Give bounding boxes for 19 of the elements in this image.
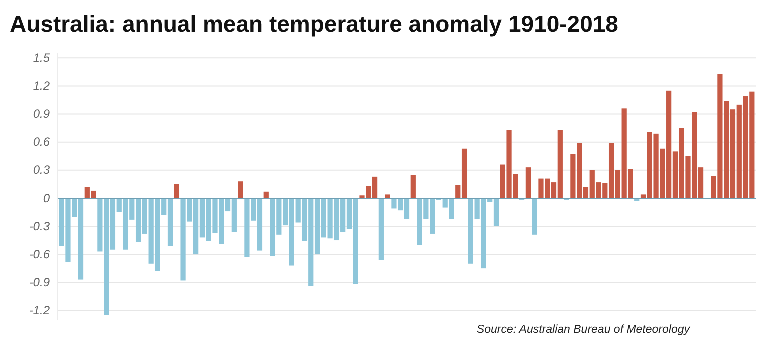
y-tick-label: 1.2	[33, 79, 50, 94]
bar	[378, 198, 384, 260]
y-tick-label: 0.6	[33, 135, 50, 150]
bar	[264, 192, 269, 198]
y-tick-label: 0.9	[33, 107, 50, 122]
bar	[238, 182, 244, 198]
y-tick-label: 0.3	[33, 163, 50, 178]
bar	[532, 198, 538, 235]
source-note: Source: Australian Bureau of Meteorology	[476, 324, 692, 336]
bar	[526, 168, 532, 198]
bar	[174, 184, 180, 198]
y-tick-label: -0.3	[29, 219, 50, 234]
y-tick-label: -0.6	[29, 247, 50, 262]
y-tick-label: -0.9	[29, 275, 50, 290]
y-tick-label: 0	[43, 191, 50, 206]
bar	[410, 175, 416, 198]
chart-title: Australia: annual mean temperature anomaly 1910-2018	[10, 11, 619, 37]
y-tick-label: 1.5	[33, 51, 50, 66]
y-tick-label: -1.2	[29, 303, 50, 318]
